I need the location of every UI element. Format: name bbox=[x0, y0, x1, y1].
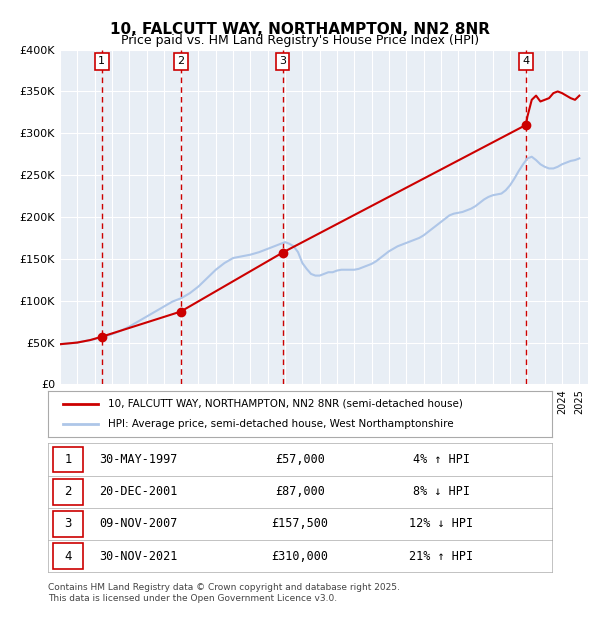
Text: 2: 2 bbox=[177, 56, 184, 66]
Text: 3: 3 bbox=[64, 518, 72, 530]
Text: £57,000: £57,000 bbox=[275, 453, 325, 466]
Text: 09-NOV-2007: 09-NOV-2007 bbox=[100, 518, 178, 530]
Text: 2: 2 bbox=[64, 485, 72, 498]
Text: 30-MAY-1997: 30-MAY-1997 bbox=[100, 453, 178, 466]
Text: £87,000: £87,000 bbox=[275, 485, 325, 498]
Text: 30-NOV-2021: 30-NOV-2021 bbox=[100, 550, 178, 562]
Text: 4% ↑ HPI: 4% ↑ HPI bbox=[413, 453, 470, 466]
Text: Contains HM Land Registry data © Crown copyright and database right 2025.
This d: Contains HM Land Registry data © Crown c… bbox=[48, 583, 400, 603]
Text: 4: 4 bbox=[64, 550, 72, 562]
Text: 4: 4 bbox=[523, 56, 530, 66]
Text: Price paid vs. HM Land Registry's House Price Index (HPI): Price paid vs. HM Land Registry's House … bbox=[121, 34, 479, 47]
FancyBboxPatch shape bbox=[53, 479, 83, 505]
Text: 1: 1 bbox=[98, 56, 105, 66]
Text: 21% ↑ HPI: 21% ↑ HPI bbox=[409, 550, 473, 562]
FancyBboxPatch shape bbox=[53, 543, 83, 569]
Text: £310,000: £310,000 bbox=[271, 550, 329, 562]
Text: 10, FALCUTT WAY, NORTHAMPTON, NN2 8NR: 10, FALCUTT WAY, NORTHAMPTON, NN2 8NR bbox=[110, 22, 490, 37]
FancyBboxPatch shape bbox=[53, 446, 83, 472]
Text: 1: 1 bbox=[64, 453, 72, 466]
Text: 3: 3 bbox=[279, 56, 286, 66]
Text: 12% ↓ HPI: 12% ↓ HPI bbox=[409, 518, 473, 530]
Text: 10, FALCUTT WAY, NORTHAMPTON, NN2 8NR (semi-detached house): 10, FALCUTT WAY, NORTHAMPTON, NN2 8NR (s… bbox=[109, 399, 463, 409]
Text: 20-DEC-2001: 20-DEC-2001 bbox=[100, 485, 178, 498]
Text: £157,500: £157,500 bbox=[271, 518, 329, 530]
Text: HPI: Average price, semi-detached house, West Northamptonshire: HPI: Average price, semi-detached house,… bbox=[109, 419, 454, 429]
Text: 8% ↓ HPI: 8% ↓ HPI bbox=[413, 485, 470, 498]
FancyBboxPatch shape bbox=[53, 511, 83, 537]
